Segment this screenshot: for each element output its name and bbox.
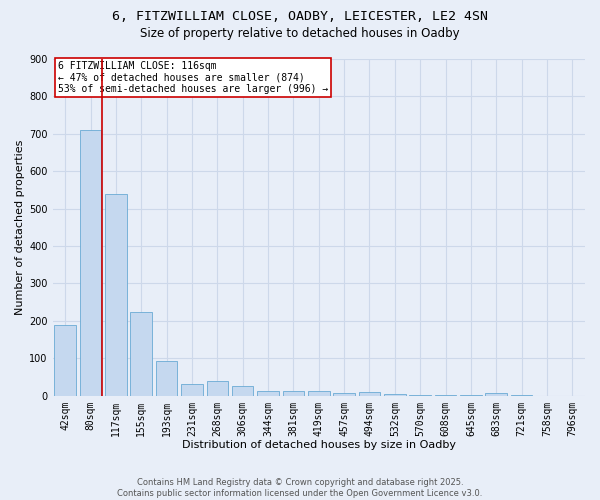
Bar <box>55 324 76 396</box>
Bar <box>384 394 406 396</box>
Bar <box>334 393 355 396</box>
X-axis label: Distribution of detached houses by size in Oadby: Distribution of detached houses by size … <box>182 440 456 450</box>
Y-axis label: Number of detached properties: Number of detached properties <box>15 140 25 315</box>
Text: 6 FITZWILLIAM CLOSE: 116sqm
← 47% of detached houses are smaller (874)
53% of se: 6 FITZWILLIAM CLOSE: 116sqm ← 47% of det… <box>58 60 328 94</box>
Bar <box>283 391 304 396</box>
Bar <box>181 384 203 396</box>
Bar <box>359 392 380 396</box>
Bar <box>485 392 507 396</box>
Bar <box>80 130 101 396</box>
Bar <box>232 386 253 396</box>
Text: Size of property relative to detached houses in Oadby: Size of property relative to detached ho… <box>140 28 460 40</box>
Bar <box>206 381 228 396</box>
Bar <box>257 391 279 396</box>
Bar <box>409 395 431 396</box>
Bar <box>308 391 329 396</box>
Bar <box>105 194 127 396</box>
Text: 6, FITZWILLIAM CLOSE, OADBY, LEICESTER, LE2 4SN: 6, FITZWILLIAM CLOSE, OADBY, LEICESTER, … <box>112 10 488 23</box>
Text: Contains HM Land Registry data © Crown copyright and database right 2025.
Contai: Contains HM Land Registry data © Crown c… <box>118 478 482 498</box>
Bar <box>130 312 152 396</box>
Bar <box>156 362 178 396</box>
